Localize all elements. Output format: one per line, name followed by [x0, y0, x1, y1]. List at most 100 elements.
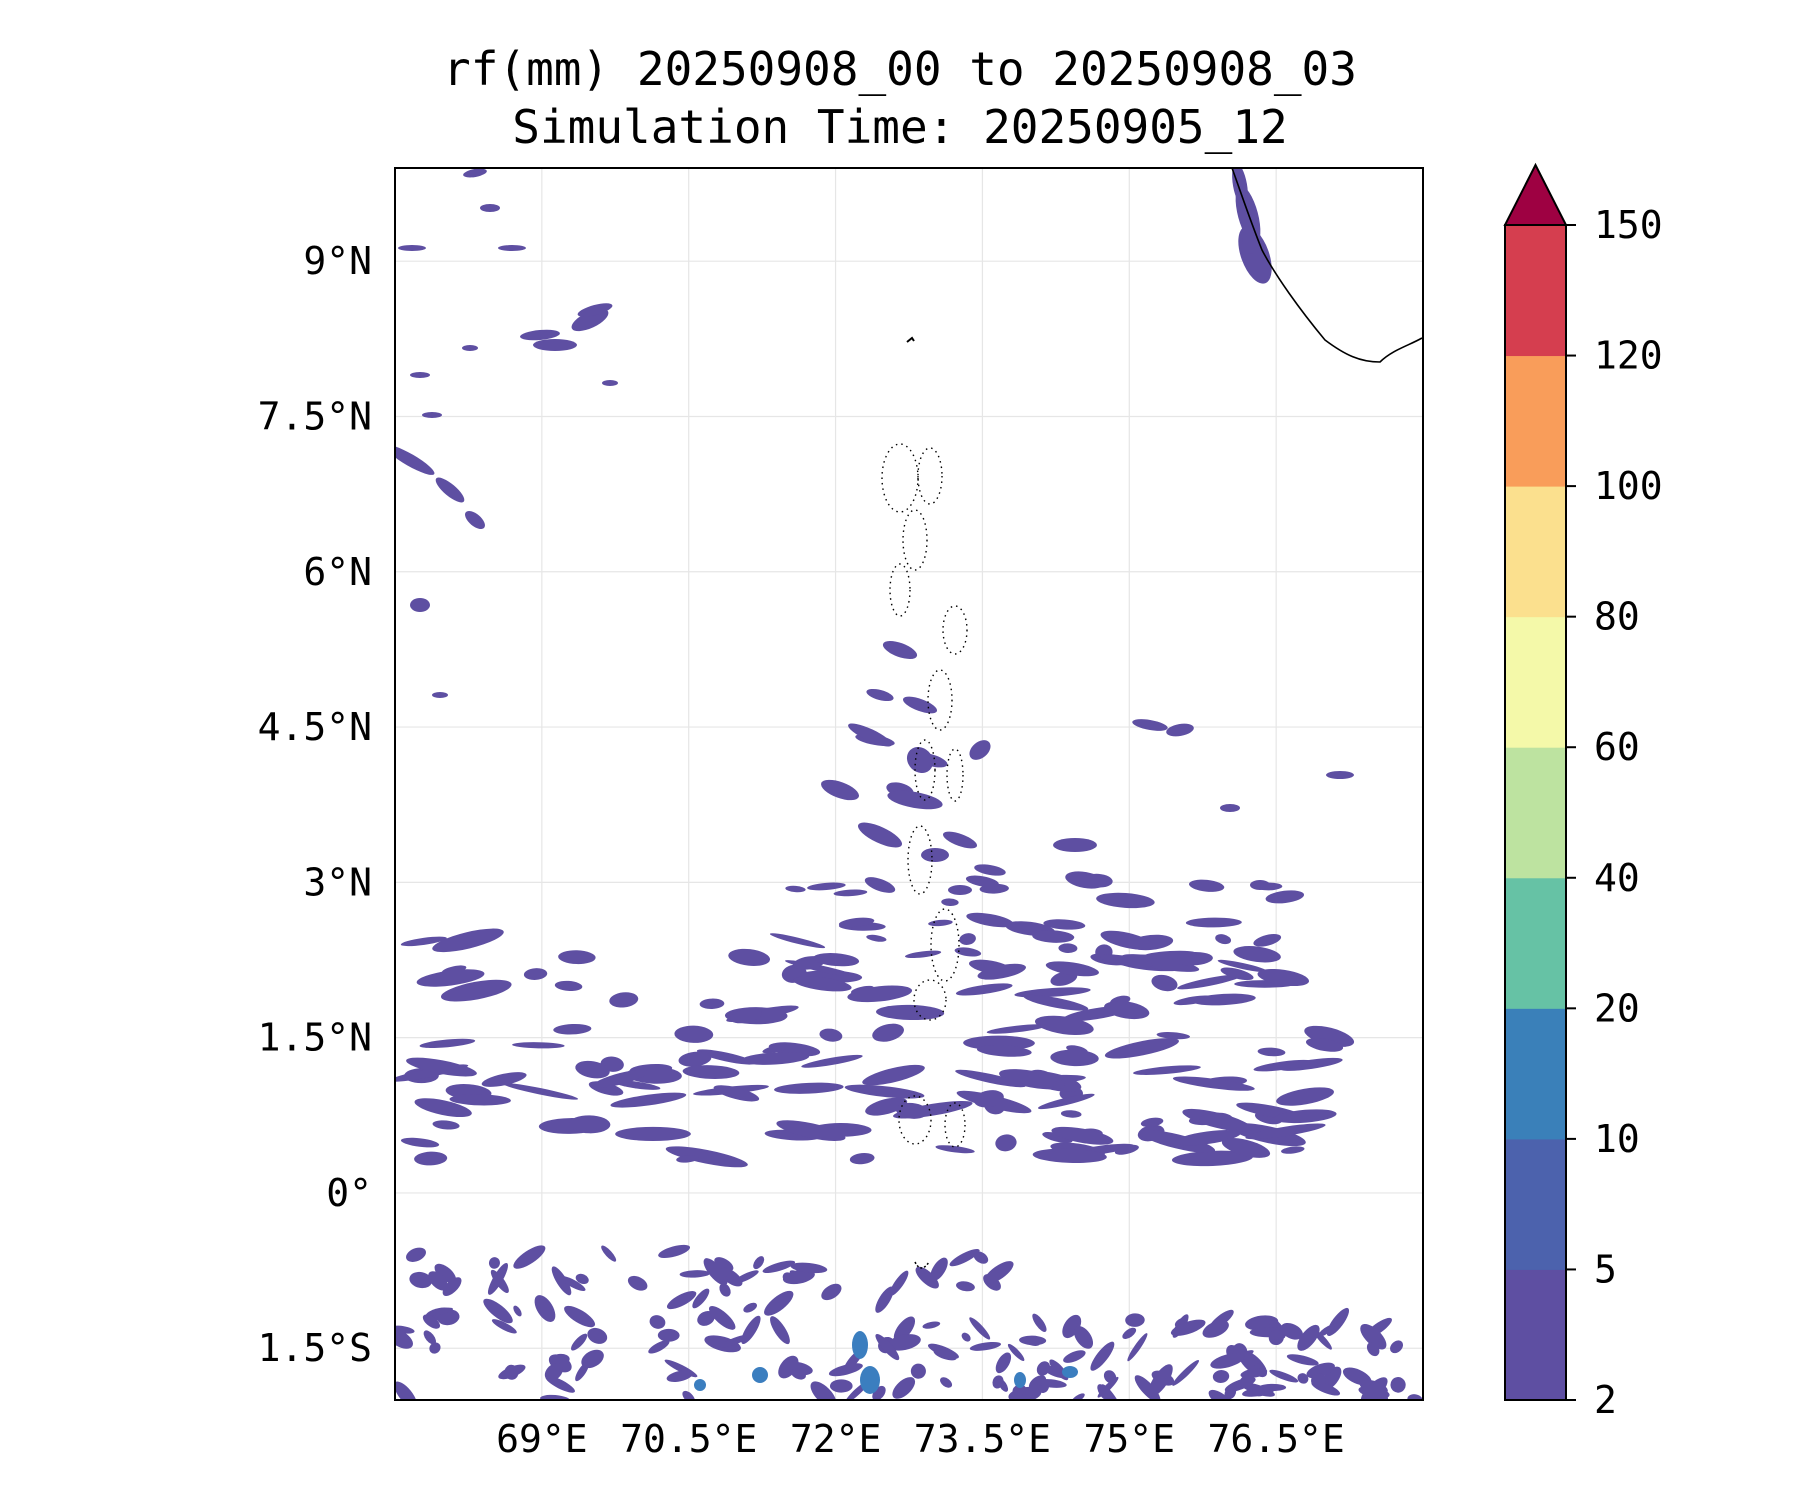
rain-cell — [833, 889, 868, 897]
rain-cell — [1252, 1386, 1265, 1397]
rain-cell — [610, 1092, 687, 1108]
rain-cell — [1311, 1373, 1326, 1388]
rain-cell — [1174, 1129, 1241, 1146]
rain-cell — [1042, 1132, 1073, 1144]
rain-cell — [449, 1094, 511, 1106]
rain-cell — [1123, 898, 1140, 906]
rain-cell — [949, 1248, 980, 1267]
rain-cell — [882, 640, 918, 660]
rain-cell — [752, 1367, 768, 1383]
rain-cell — [553, 1023, 592, 1035]
rain-cell — [790, 1262, 828, 1274]
rain-cell — [995, 1134, 1017, 1152]
rain-cell — [969, 1341, 1002, 1351]
rain-cell — [416, 969, 485, 987]
rain-cell — [1280, 1322, 1303, 1340]
rain-cell — [480, 204, 500, 212]
rain-cell — [762, 1044, 790, 1054]
x-tick-label: 69°E — [496, 1417, 588, 1461]
rain-cell — [1170, 1319, 1206, 1336]
rain-cell — [762, 1260, 796, 1274]
rain-cell — [558, 950, 596, 965]
rain-cell — [1032, 930, 1075, 943]
rain-cell — [720, 1334, 750, 1348]
rain-cell — [887, 1334, 921, 1351]
colorbar-tick-label: 5 — [1594, 1247, 1617, 1291]
rain-cell — [534, 1295, 556, 1322]
colorbar-tick-label: 10 — [1594, 1117, 1640, 1161]
colorbar-segment — [1505, 1008, 1566, 1140]
rain-cell — [933, 1348, 957, 1361]
rain-cell — [1045, 961, 1099, 977]
rain-cell — [1104, 1000, 1150, 1020]
rain-cell — [1060, 1110, 1082, 1118]
latitude-ticks: 9°N 7.5°N 6°N 4.5°N 3°N 1.5°N 0° 1.5°S — [258, 239, 372, 1370]
rain-cell — [462, 345, 478, 351]
rain-cell — [658, 1244, 691, 1259]
rain-cell — [398, 245, 426, 251]
rain-cell — [648, 1340, 670, 1354]
rain-cell — [743, 1302, 757, 1313]
x-tick-label: 72°E — [790, 1417, 882, 1461]
rain-cell — [666, 1370, 693, 1382]
rain-cell — [682, 1065, 740, 1079]
rain-cell — [986, 1024, 1047, 1034]
rain-cell — [568, 1115, 611, 1134]
rain-cell — [1043, 919, 1086, 930]
rain-cell — [819, 1028, 843, 1042]
rain-cell — [577, 303, 613, 317]
y-tick-label: 6°N — [303, 550, 372, 594]
rain-cell — [587, 1327, 608, 1344]
rain-cell — [1037, 1093, 1095, 1110]
rain-cell — [615, 1126, 691, 1142]
rain-cell — [1027, 1069, 1057, 1089]
x-tick-label: 75°E — [1084, 1417, 1176, 1461]
rain-cell — [1125, 1313, 1145, 1327]
rain-cell — [533, 339, 577, 351]
rain-cell — [427, 1307, 453, 1316]
rain-cell — [860, 1366, 880, 1394]
rain-cell — [1242, 226, 1258, 254]
figure-title: rf(mm) 20250908_00 to 20250908_03 Simula… — [200, 40, 1600, 156]
rain-cell — [679, 1270, 711, 1278]
rain-cell — [875, 1333, 900, 1361]
rain-cell — [440, 979, 512, 1002]
rain-cell — [713, 1085, 760, 1102]
rain-cell — [895, 1102, 928, 1119]
rain-cell — [1286, 1354, 1319, 1366]
rain-cell — [1297, 1373, 1309, 1384]
rain-cell — [1360, 1377, 1388, 1400]
atoll-outline — [907, 825, 933, 895]
rain-cell — [1083, 873, 1113, 888]
y-tick-label: 9°N — [303, 239, 372, 283]
rain-cell — [965, 875, 999, 888]
rain-cell — [432, 1120, 460, 1130]
atoll-outline — [902, 509, 928, 571]
rain-cell — [769, 933, 826, 949]
rain-cell — [857, 822, 903, 848]
colorbar-segment — [1505, 877, 1566, 1009]
rain-cell — [395, 445, 435, 475]
colorbar-segment — [1505, 486, 1566, 618]
rain-cell — [875, 1286, 894, 1313]
rain-cell — [1090, 1341, 1115, 1371]
rain-cell — [1305, 1037, 1344, 1052]
rain-cell — [969, 1317, 991, 1340]
rain-cell — [1297, 1324, 1320, 1351]
rain-cell — [523, 968, 548, 980]
rain-cell — [956, 1281, 975, 1292]
rain-cell — [1215, 934, 1232, 945]
rain-cell — [782, 1269, 815, 1285]
rain-cell — [1151, 974, 1178, 992]
rain-cell — [1007, 1343, 1025, 1361]
rain-cell — [1063, 1350, 1086, 1363]
x-tick-label: 76.5°E — [1208, 1417, 1345, 1461]
rain-cell — [1199, 1112, 1233, 1126]
rain-cell — [821, 1283, 842, 1301]
rain-cell — [774, 1082, 844, 1094]
rain-cell — [491, 1319, 517, 1334]
rain-cell — [1104, 1038, 1179, 1059]
rain-cell — [973, 1251, 989, 1264]
rain-cell — [1212, 1370, 1230, 1383]
rain-cell — [1148, 1364, 1173, 1397]
